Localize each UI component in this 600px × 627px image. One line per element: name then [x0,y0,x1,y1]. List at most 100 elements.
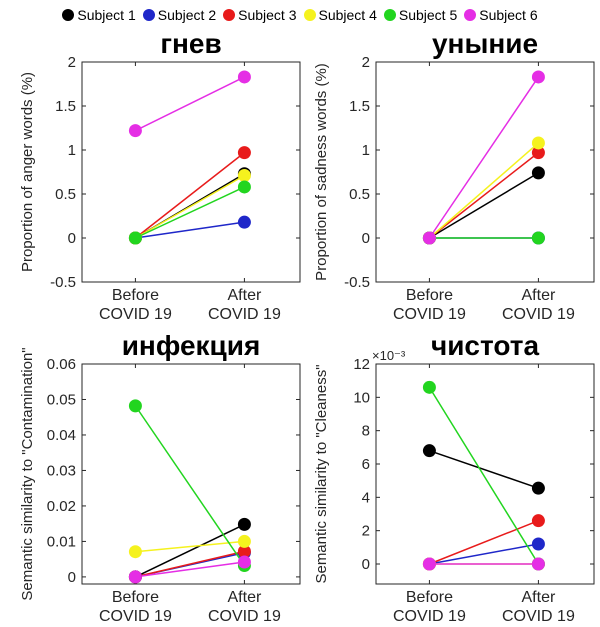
data-point [422,380,436,394]
legend-marker [383,9,396,21]
x-tick-label-line: After [522,287,556,304]
legend-label: Subject 6 [479,7,538,23]
data-point [531,166,545,180]
x-tick-label-line: COVID 19 [208,306,281,323]
x-tick-label-line: After [228,589,262,606]
x-tick-label: After COVID 19 [208,589,281,625]
y-tick-label: 0 [362,556,370,573]
x-tick-label: Before COVID 19 [393,287,466,323]
legend-item: Subject 4 [303,7,377,23]
y-tick-label: -0.5 [50,274,76,291]
data-point [237,146,251,160]
y-tick-label: 1.5 [349,98,370,115]
series-line [135,540,245,553]
x-tick-label-line: After [522,589,556,606]
y-tick-label: 1.5 [55,98,76,115]
y-axis-label: Semantic similarity to "Contamination" [19,347,36,600]
x-tick-label-line: COVID 19 [502,306,575,323]
y-tick-label: 4 [362,489,370,506]
y-tick-label: 0 [362,230,370,247]
y-exponent-label: ×10⁻³ [372,348,406,363]
data-point [531,557,545,571]
y-tick-label: 0.05 [47,391,76,408]
series-line [135,221,245,239]
legend-marker [464,9,477,21]
y-tick-label: 6 [362,456,370,473]
legend-label: Subject 1 [77,7,136,23]
y-tick-label: 0.5 [349,186,370,203]
data-point [237,517,251,531]
legend-marker [223,9,236,21]
data-point [128,231,142,245]
legend-marker [303,9,316,21]
chart-panel: -0.5 0 0.5 1 1.5 2 Before COVID 19 After COVID 19… [19,28,301,323]
chart-title: уныние [432,28,538,59]
x-tick-label-line: COVID 19 [99,608,172,625]
y-tick-label: 0.01 [47,533,76,550]
data-point [237,555,251,569]
series-line [428,142,539,239]
data-point [128,399,142,413]
y-axis-label: Proportion of sadness words (%) [313,63,330,281]
plot-frame [375,61,595,283]
chart-title: чистота [431,330,540,361]
series-line [135,76,245,132]
series-line [428,386,540,565]
data-point [531,537,545,551]
series-line [429,172,539,239]
y-tick-label: 10 [353,389,370,406]
data-point [422,557,436,571]
legend-item: Subject 1 [62,7,136,23]
x-tick-label-line: Before [112,589,159,606]
y-tick-label: 0.02 [47,498,76,515]
x-tick-label-line: Before [406,287,453,304]
x-tick-label: After COVID 19 [208,287,281,323]
y-tick-label: -0.5 [344,274,370,291]
data-point [237,544,251,558]
y-tick-label: 0.06 [47,356,76,373]
y-tick-label: 8 [362,423,370,440]
y-tick-label: 0.04 [47,427,76,444]
x-tick-label-line: After [228,287,262,304]
series-line [429,449,539,489]
x-tick-label: Before COVID 19 [99,287,172,323]
plot-frame [81,363,301,585]
series-line [429,519,539,565]
data-point [128,545,142,559]
data-point [422,231,436,245]
data-point [237,215,251,229]
series-line [428,152,539,239]
chart-title: инфекция [122,330,261,361]
data-point [531,70,545,84]
y-tick-label: 2 [362,523,370,540]
x-tick-label: After COVID 19 [502,287,575,323]
series-line [428,76,540,239]
data-point [237,70,251,84]
y-tick-label: 1 [362,142,370,159]
series-line [135,523,245,578]
data-point [237,169,251,183]
legend-label: Subject 3 [238,7,297,23]
legend: Subject 1 Subject 2 Subject 3 Subject 4 Subj… [0,4,600,26]
legend-label: Subject 5 [398,7,458,23]
y-tick-label: 0 [68,230,76,247]
legend-item: Subject 2 [142,7,216,23]
chart-panel: -0.5 0 0.5 1 1.5 2 Before COVID 19 After COVID 19… [313,28,595,323]
data-point [237,180,251,194]
x-tick-label: Before COVID 19 [99,589,172,625]
y-tick-label: 12 [353,356,370,373]
x-tick-label-line: COVID 19 [393,608,466,625]
data-point [531,146,545,160]
series-line [134,152,245,239]
x-tick-label: After COVID 19 [502,589,575,625]
series-line [429,543,539,565]
data-point [531,514,545,528]
data-point [531,481,545,495]
series-line [135,174,245,239]
legend-marker [142,9,155,21]
data-point [422,444,436,458]
legend-marker [62,9,75,21]
legend-item: Subject 3 [223,7,297,23]
